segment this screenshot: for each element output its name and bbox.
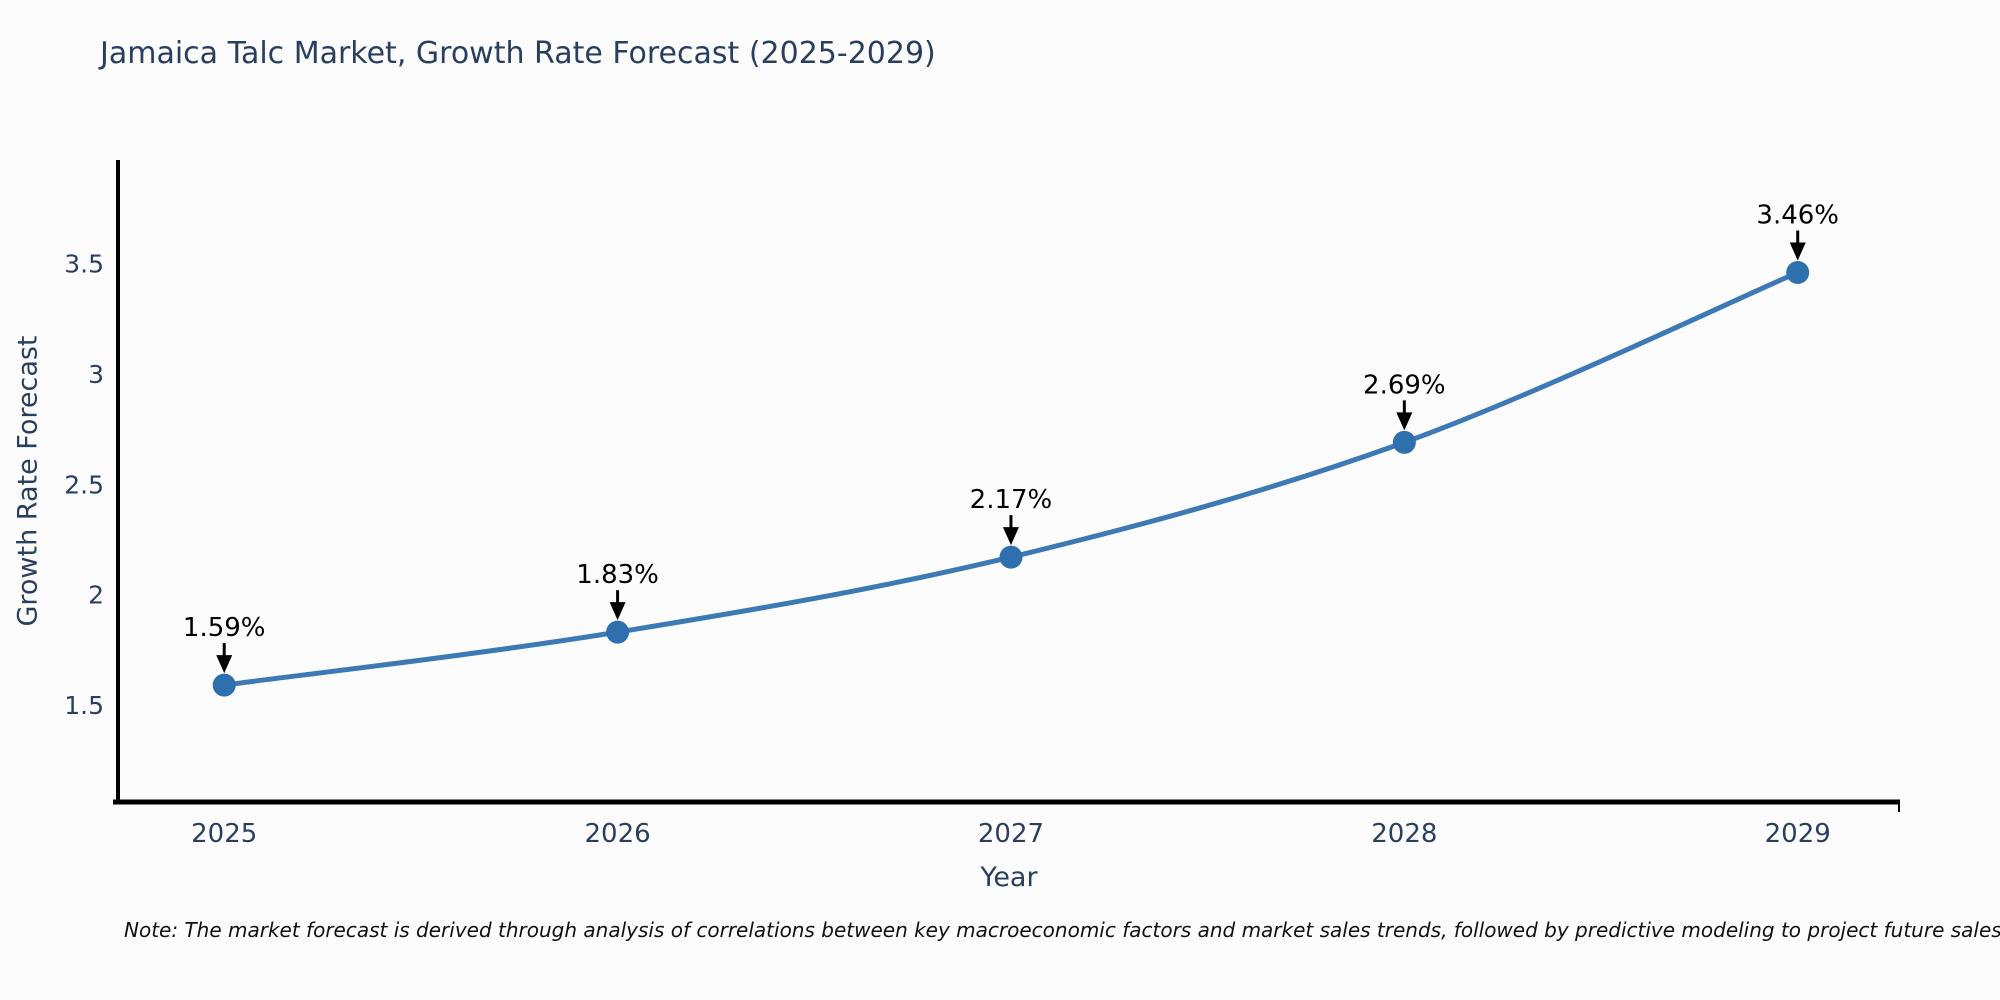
- point-annotation: 2.17%: [970, 485, 1053, 515]
- x-axis-title: Year: [980, 862, 1038, 893]
- x-tick-label: 2027: [978, 819, 1044, 849]
- y-tick-label: 2: [88, 581, 104, 610]
- annotation-arrow-head: [1002, 527, 1019, 546]
- annotation-arrow-head: [1789, 242, 1806, 261]
- data-point: [999, 545, 1023, 569]
- y-tick-label: 3.5: [64, 250, 104, 279]
- x-tick-label: 2028: [1371, 819, 1437, 849]
- y-tick-label: 3: [88, 360, 104, 389]
- data-point: [1392, 430, 1416, 454]
- point-annotation: 3.46%: [1756, 201, 1839, 231]
- annotation-arrow-head: [609, 602, 626, 621]
- annotation-arrow-head: [216, 655, 233, 674]
- point-annotation: 2.69%: [1363, 370, 1446, 400]
- chart-title: Jamaica Talc Market, Growth Rate Forecas…: [100, 36, 936, 71]
- chart-note: Note: The market forecast is derived thr…: [124, 918, 2000, 942]
- x-tick-label: 2026: [585, 819, 651, 849]
- point-annotation: 1.59%: [183, 613, 266, 643]
- data-line: [221, 270, 1801, 688]
- y-tick-label: 2.5: [64, 470, 104, 499]
- y-tick-label: 1.5: [64, 691, 104, 720]
- x-tick-label: 2029: [1765, 819, 1831, 849]
- data-point: [606, 620, 630, 644]
- data-point: [212, 673, 236, 697]
- x-tick-label: 2025: [191, 819, 257, 849]
- point-annotation: 1.83%: [576, 560, 659, 590]
- annotation-arrow-head: [1396, 412, 1413, 431]
- data-point: [1786, 261, 1810, 285]
